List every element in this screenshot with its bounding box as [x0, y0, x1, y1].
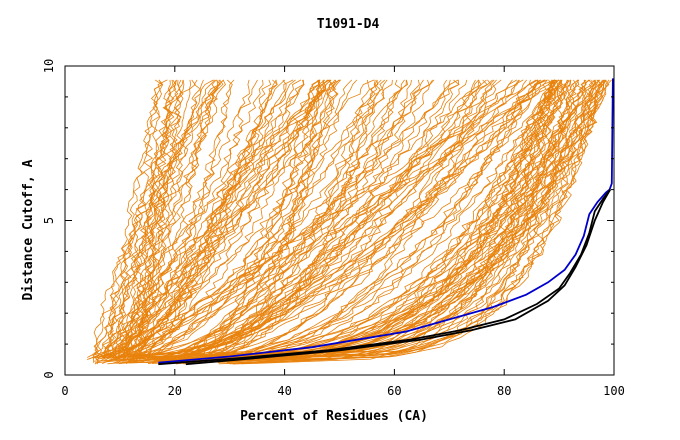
model-curve	[147, 79, 342, 365]
x-tick-label: 80	[497, 384, 511, 398]
chart-title: T1091-D4	[317, 17, 380, 32]
model-curve	[106, 79, 192, 359]
model-curve	[144, 79, 340, 357]
model-curve	[102, 79, 548, 358]
model-curve	[149, 79, 606, 361]
model-curve	[164, 79, 513, 360]
y-tick-label: 0	[42, 371, 56, 378]
model-curve	[128, 79, 272, 361]
model-curve	[118, 79, 412, 359]
model-curve	[234, 79, 605, 362]
model-curve	[186, 79, 558, 363]
highlight-curve-2	[158, 189, 611, 366]
model-curve	[117, 79, 495, 361]
model-curve	[201, 79, 572, 356]
model-curve	[125, 79, 224, 356]
y-tick-label: 10	[42, 59, 56, 73]
model-curve	[195, 79, 571, 361]
model-curve	[109, 79, 305, 362]
model-curve	[125, 79, 296, 365]
x-tick-label: 0	[61, 384, 68, 398]
model-curve	[128, 79, 407, 362]
ticks: 0 20 40 60 80 100 0 5 10	[42, 59, 625, 398]
model-curve	[148, 79, 451, 361]
model-curve	[181, 79, 488, 364]
model-curve	[216, 79, 587, 361]
y-axis-label: Distance Cutoff, A	[21, 159, 36, 300]
x-axis-label: Percent of Residues (CA)	[240, 409, 428, 424]
model-curve	[183, 79, 546, 357]
model-curve	[195, 79, 528, 359]
model-curve	[117, 79, 538, 364]
model-curve	[176, 79, 480, 364]
model-curve	[103, 79, 168, 362]
model-curve	[92, 79, 224, 362]
model-curve	[112, 79, 163, 360]
model-curve	[123, 79, 332, 358]
x-tick-label: 100	[603, 384, 625, 398]
model-curve	[119, 79, 358, 356]
x-tick-label: 40	[277, 384, 291, 398]
model-curve	[93, 79, 375, 363]
model-curve	[190, 79, 482, 363]
model-curve	[96, 79, 388, 358]
x-tick-label: 20	[168, 384, 182, 398]
model-curve	[123, 79, 353, 358]
model-curve	[151, 79, 542, 364]
y-tick-label: 5	[42, 217, 56, 224]
model-curve	[111, 79, 214, 358]
model-curve	[87, 79, 226, 358]
model-curve	[186, 79, 596, 362]
model-curve	[114, 79, 341, 362]
model-curve	[194, 79, 595, 361]
highlighted-curves	[158, 78, 614, 366]
model-curve	[151, 79, 424, 356]
model-curve	[184, 79, 378, 365]
model-curve	[194, 79, 524, 361]
highlight-curve-3	[185, 189, 611, 366]
model-curve	[225, 79, 589, 360]
model-curve	[177, 79, 564, 358]
model-curve	[197, 79, 561, 364]
model-curve	[159, 79, 587, 362]
highlight-curve-1	[158, 78, 614, 364]
model-curve	[170, 79, 468, 360]
model-curve	[217, 79, 568, 363]
model-curve	[193, 79, 448, 363]
model-curve	[218, 79, 596, 365]
model-curve	[93, 79, 460, 362]
model-curve	[138, 79, 233, 360]
model-curve	[199, 79, 329, 359]
model-curve	[136, 79, 287, 360]
model-curve	[117, 79, 278, 358]
model-curve	[140, 79, 542, 360]
model-curve	[136, 79, 196, 359]
model-curve	[184, 79, 435, 356]
model-curve	[159, 79, 403, 358]
model-curve	[177, 79, 560, 356]
x-tick-label: 60	[387, 384, 401, 398]
model-curve	[139, 79, 493, 358]
model-curve	[242, 79, 584, 360]
model-curve	[107, 79, 559, 365]
model-curve	[112, 79, 476, 357]
model-curve	[96, 79, 220, 356]
model-curve	[101, 79, 545, 359]
model-curve	[169, 79, 519, 363]
model-curve	[131, 79, 294, 358]
model-curve	[192, 79, 579, 358]
model-curve	[86, 79, 327, 360]
model-curves	[86, 79, 612, 365]
model-curve	[111, 79, 537, 362]
model-curve	[125, 79, 601, 358]
model-curve	[94, 79, 224, 365]
model-curve	[128, 79, 235, 363]
model-curve	[234, 79, 556, 359]
model-curve	[122, 79, 520, 362]
model-curve	[95, 79, 460, 361]
model-curve	[120, 79, 563, 357]
model-curve	[230, 79, 597, 362]
model-curve	[185, 79, 572, 361]
